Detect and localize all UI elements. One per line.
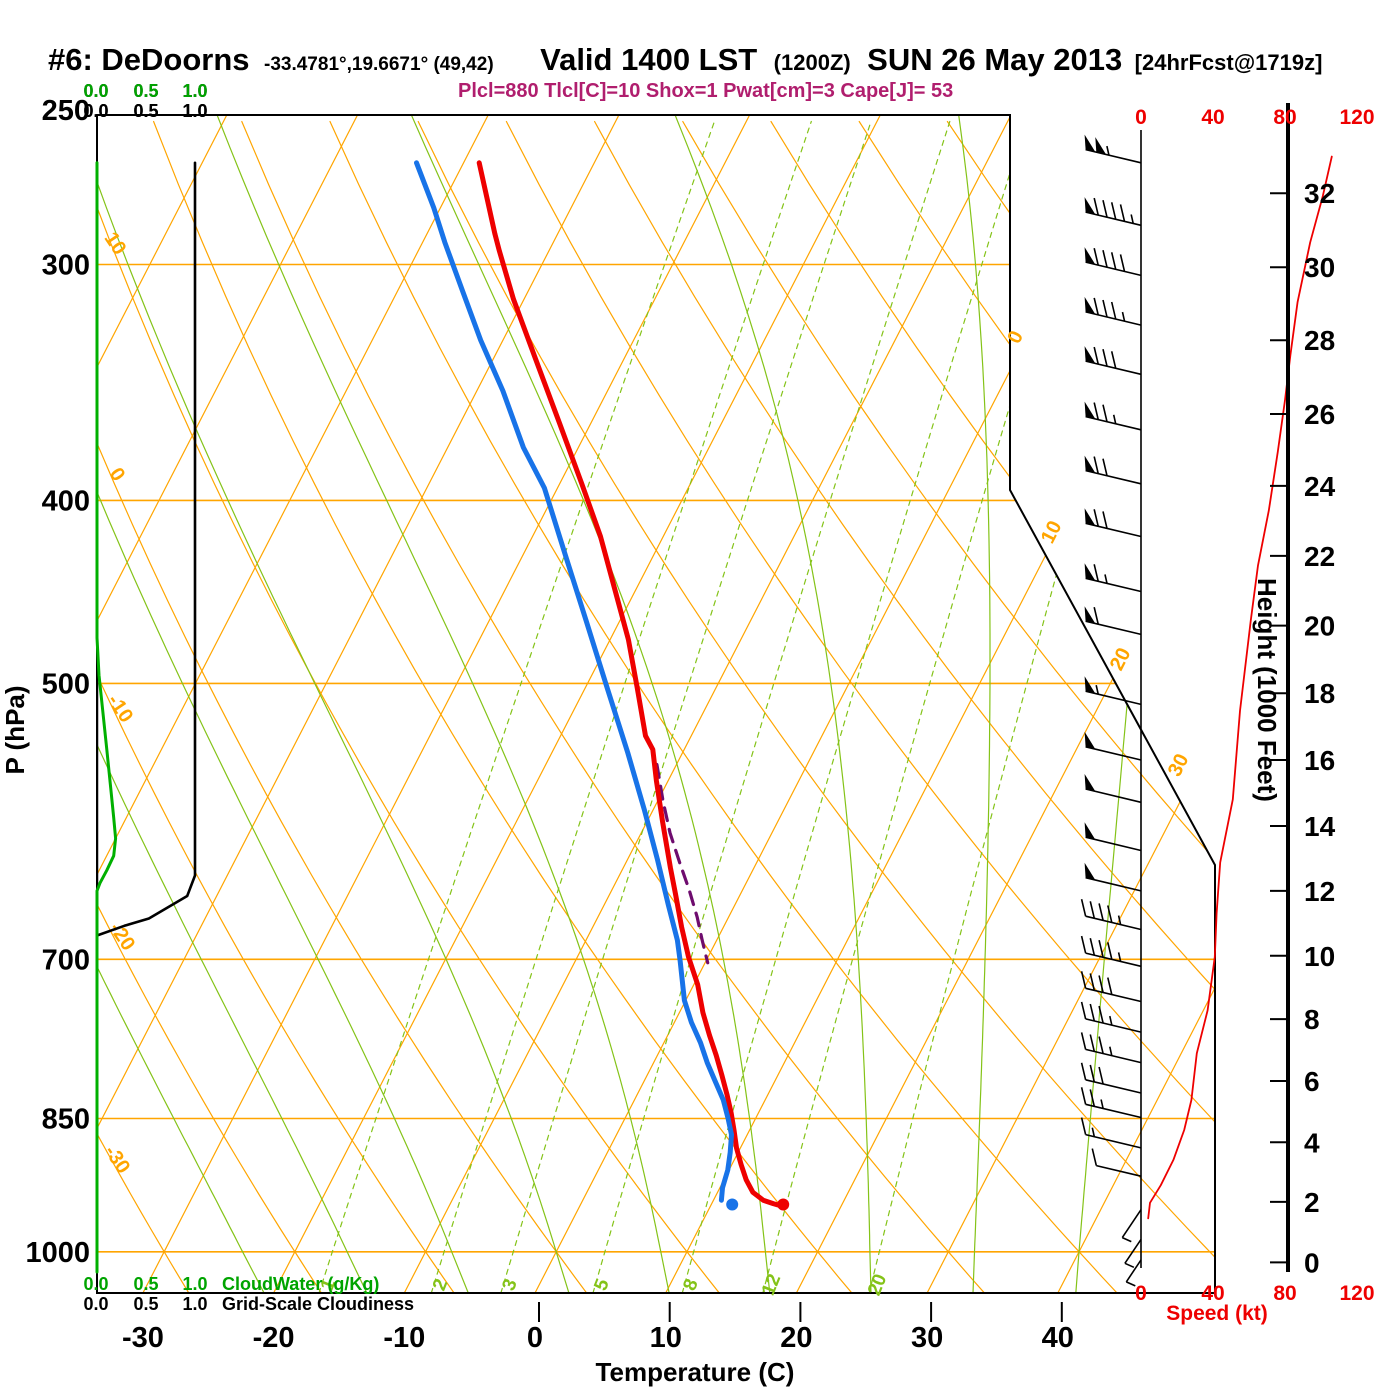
svg-text:Grid-Scale Cloudiness: Grid-Scale Cloudiness — [222, 1294, 414, 1314]
svg-text:1.0: 1.0 — [182, 81, 207, 101]
svg-text:1.0: 1.0 — [182, 1294, 207, 1314]
svg-text:80: 80 — [1273, 1282, 1296, 1305]
svg-text:0.5: 0.5 — [133, 81, 158, 101]
chart-title: #6: DeDoorns -33.4781°,19.6671° (49,42) … — [48, 42, 1322, 78]
sounding-parameters: Plcl=880 Tlcl[C]=10 Shox=1 Pwat[cm]=3 Ca… — [458, 80, 954, 102]
svg-text:P (hPa): P (hPa) — [0, 685, 30, 774]
title-valid: Valid 1400 LST — [540, 42, 758, 77]
svg-text:CloudWater (g/Kg): CloudWater (g/Kg) — [222, 1274, 379, 1294]
svg-text:12: 12 — [1304, 876, 1335, 907]
background-grid — [97, 115, 1215, 1293]
svg-text:0.5: 0.5 — [133, 81, 158, 101]
svg-text:12: 12 — [758, 1271, 785, 1298]
svg-text:0.0: 0.0 — [83, 1274, 108, 1294]
svg-text:30: 30 — [1304, 252, 1335, 283]
svg-text:0.5: 0.5 — [133, 1294, 158, 1314]
svg-text:1.0: 1.0 — [182, 81, 207, 101]
svg-text:4: 4 — [1304, 1127, 1320, 1158]
svg-text:120: 120 — [1339, 1282, 1374, 1305]
svg-text:30: 30 — [1164, 750, 1194, 780]
svg-text:-30: -30 — [122, 1322, 164, 1354]
svg-text:400: 400 — [42, 485, 90, 517]
svg-text:20: 20 — [1304, 611, 1335, 642]
svg-text:20: 20 — [780, 1322, 812, 1354]
svg-text:300: 300 — [42, 250, 90, 282]
svg-text:0: 0 — [1135, 1282, 1147, 1305]
svg-text:0.0: 0.0 — [83, 81, 108, 101]
title-zulu: (1200Z) — [773, 50, 851, 75]
svg-text:0.0: 0.0 — [83, 101, 108, 121]
svg-text:10: 10 — [100, 228, 131, 259]
svg-text:850: 850 — [42, 1103, 90, 1135]
svg-text:8: 8 — [1304, 1004, 1320, 1035]
svg-text:24: 24 — [1304, 471, 1336, 502]
svg-text:6: 6 — [1304, 1066, 1320, 1097]
svg-text:28: 28 — [1304, 325, 1335, 356]
svg-text:0.5: 0.5 — [133, 1274, 158, 1294]
svg-text:0.5: 0.5 — [133, 101, 158, 121]
svg-text:2: 2 — [1304, 1187, 1320, 1218]
svg-text:0: 0 — [1135, 106, 1147, 129]
svg-text:1.0: 1.0 — [182, 101, 207, 121]
svg-text:0: 0 — [1003, 327, 1028, 347]
svg-text:Temperature (C): Temperature (C) — [596, 1357, 795, 1387]
svg-text:30: 30 — [911, 1322, 943, 1354]
svg-text:0: 0 — [527, 1322, 543, 1354]
svg-text:10: 10 — [1037, 517, 1067, 547]
title-station: #6: DeDoorns — [48, 42, 250, 77]
svg-text:40: 40 — [1201, 1282, 1224, 1305]
svg-text:500: 500 — [42, 668, 90, 700]
svg-text:Height (1000 Feet): Height (1000 Feet) — [1252, 578, 1282, 802]
svg-text:Speed (kt): Speed (kt) — [1166, 1302, 1268, 1325]
svg-text:1000: 1000 — [25, 1237, 90, 1269]
svg-text:18: 18 — [1304, 678, 1335, 709]
svg-text:0.5: 0.5 — [133, 101, 158, 121]
svg-text:26: 26 — [1304, 399, 1335, 430]
svg-text:20: 20 — [864, 1271, 891, 1298]
svg-text:250: 250 — [42, 95, 90, 127]
svg-text:32: 32 — [1304, 178, 1335, 209]
wind-barbs — [1080, 134, 1142, 1287]
svg-text:10: 10 — [1304, 941, 1335, 972]
svg-text:80: 80 — [1273, 106, 1296, 129]
svg-text:20: 20 — [1106, 644, 1136, 674]
title-date: SUN 26 May 2013 — [867, 42, 1123, 77]
plot-border — [96, 114, 1216, 1294]
svg-text:1.0: 1.0 — [182, 101, 207, 121]
svg-text:-20: -20 — [253, 1322, 295, 1354]
svg-text:120: 120 — [1339, 106, 1374, 129]
svg-text:0: 0 — [1304, 1247, 1320, 1278]
svg-text:1.0: 1.0 — [182, 1274, 207, 1294]
svg-text:16: 16 — [1304, 745, 1335, 776]
title-coords: -33.4781°,19.6671° (49,42) — [264, 54, 494, 75]
svg-text:10: 10 — [650, 1322, 682, 1354]
svg-text:14: 14 — [1304, 811, 1336, 842]
svg-text:-10: -10 — [103, 691, 137, 727]
svg-text:40: 40 — [1201, 106, 1224, 129]
svg-text:40: 40 — [1042, 1322, 1074, 1354]
svg-text:0.0: 0.0 — [83, 101, 108, 121]
svg-text:0.0: 0.0 — [83, 1294, 108, 1314]
svg-text:700: 700 — [42, 944, 90, 976]
svg-text:0.0: 0.0 — [83, 81, 108, 101]
svg-text:-10: -10 — [383, 1322, 425, 1354]
svg-text:0: 0 — [105, 464, 129, 486]
title-forecast: [24hrFcst@1719z] — [1134, 50, 1323, 75]
svg-text:22: 22 — [1304, 541, 1335, 572]
